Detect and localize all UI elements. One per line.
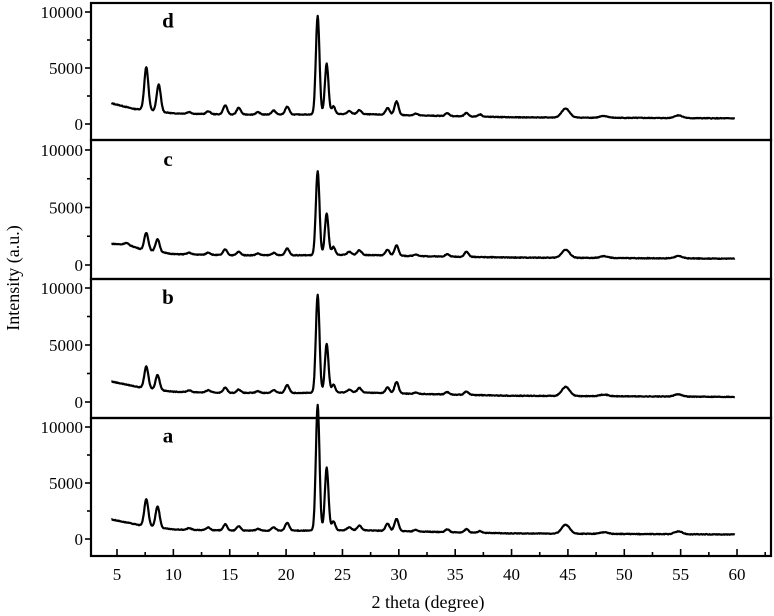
y-tick-label: 0 [75,530,84,549]
y-tick-label: 0 [75,393,84,412]
xrd-pattern-c [110,170,736,260]
x-tick-label: 50 [616,565,633,584]
y-tick-label: 5000 [49,474,83,493]
x-axis: 5 10 15 20 25 30 35 40 45 50 55 60 [113,549,766,584]
panel-c: 0 5000 10000 c [41,138,773,281]
y-tick-label: 5000 [49,199,83,218]
x-tick-label: 5 [113,565,122,584]
panel-label-c: c [163,147,172,171]
y-tick-label: 10000 [41,418,84,437]
panel-label-b: b [162,285,174,309]
panel-label-a: a [163,424,174,448]
x-tick-label: 35 [447,565,464,584]
panel-d: 0 5000 10000 d [41,1,773,142]
xrd-pattern-b [110,293,736,399]
y-axis-title: Intensity (a.u.) [3,225,24,330]
x-tick-label: 20 [278,565,295,584]
y-tick-label: 5000 [49,59,83,78]
panel-b: 0 5000 10000 b [41,277,773,420]
panel-frame [89,1,773,142]
x-tick-label: 25 [334,565,351,584]
panel-frame [89,416,773,558]
panel-a: 0 5000 10000 a [41,403,773,558]
y-tick-label: 10000 [41,3,84,22]
x-tick-label: 10 [165,565,182,584]
x-tick-label: 45 [559,565,576,584]
x-tick-label: 30 [390,565,407,584]
y-tick-label: 0 [75,256,84,275]
x-tick-label: 60 [729,565,746,584]
panels: 0 5000 10000 d 0 5000 10000 c 0 5000 10000 b 0 5000 10… [41,1,773,558]
y-tick-label: 5000 [49,336,83,355]
panel-label-d: d [162,9,174,33]
xrd-pattern-d [110,14,736,120]
y-tick-label: 10000 [41,141,84,160]
x-tick-label: 55 [672,565,689,584]
x-tick-label: 40 [503,565,520,584]
y-tick-label: 10000 [41,279,84,298]
y-tick-label: 0 [75,115,84,134]
x-axis-title: 2 theta (degree) [372,592,485,613]
x-tick-label: 15 [221,565,238,584]
xrd-pattern-a [110,403,736,536]
